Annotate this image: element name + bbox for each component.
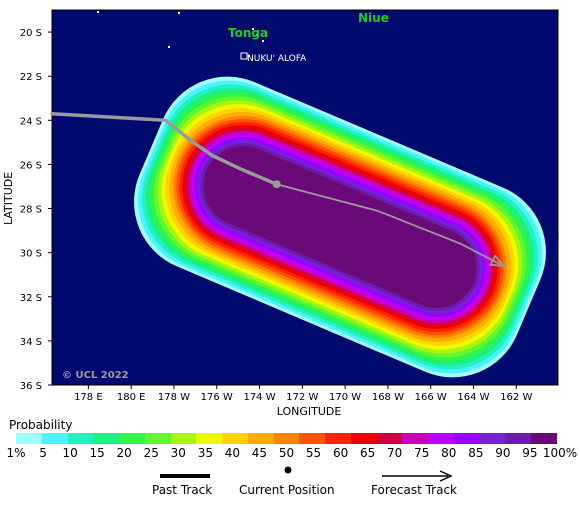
place-label-nukualofa: NUKU' ALOFA [247, 54, 307, 64]
forecast-track-key-label: Forecast Track [371, 483, 457, 497]
lon-tick-label: 166 W [415, 392, 447, 403]
legend-tick-label: 30 [170, 446, 186, 460]
legend-swatch [67, 433, 94, 444]
current-position-key-dot [284, 466, 292, 474]
legend-swatch [170, 433, 197, 444]
legend-swatch [402, 433, 429, 444]
lon-tick-label: 170 W [329, 392, 361, 403]
legend-tick-label: 65 [360, 446, 376, 460]
island-dot [248, 55, 250, 57]
forecast-track-key-arrowhead [439, 470, 453, 482]
legend-tick-label: 40 [224, 446, 241, 460]
island-dot [262, 40, 264, 42]
lon-tick-label: 178 E [74, 392, 103, 403]
capital-marker [240, 52, 248, 60]
legend-tick-label: 75 [414, 446, 430, 460]
track-key [160, 466, 453, 482]
lat-tick-label: 34 S [20, 337, 42, 348]
island-dot [97, 11, 99, 13]
longitude-labels: 178 E 180 E 178 W 176 W 174 W 172 W 170 W 168 W… [74, 385, 532, 403]
legend-tick-label: 1% [6, 446, 26, 460]
past-track-line [50, 111, 279, 187]
legend-swatch [454, 433, 480, 444]
legend-swatch [325, 433, 351, 444]
storm-track [50, 111, 506, 267]
forecast-track-arrowhead [489, 254, 506, 267]
lat-tick-label: 20 S [20, 28, 42, 39]
map-credit: © UCL 2022 [62, 370, 129, 381]
island-dot [256, 34, 258, 36]
lon-tick-label: 172 W [286, 392, 318, 403]
legend-swatch [16, 433, 42, 444]
island-dot [178, 12, 180, 14]
lon-tick-label: 174 W [243, 392, 275, 403]
legend-swatch [299, 433, 326, 444]
legend-tick-label: 80 [441, 446, 457, 460]
forecast-track-line [276, 183, 504, 267]
map-border [51, 9, 559, 386]
current-position-marker [272, 180, 281, 189]
lat-tick-label: 36 S [20, 381, 42, 392]
lat-tick-label: 32 S [20, 293, 42, 304]
island-dot [252, 28, 254, 30]
legend-swatch [350, 433, 377, 444]
legend-swatch [376, 433, 403, 444]
latitude-axis-title: LATITUDE [2, 172, 15, 225]
legend-tick-label: 70 [387, 446, 403, 460]
legend-swatch [531, 433, 558, 444]
islands [97, 11, 264, 57]
lat-tick-label: 30 S [20, 249, 42, 260]
legend-tick-label: 15 [89, 446, 105, 460]
legend-swatch [428, 433, 455, 444]
lat-tick-label: 22 S [20, 72, 42, 83]
legend-tick-label: 10 [62, 446, 78, 460]
legend-swatch [41, 433, 68, 444]
latitude-labels: 20 S 22 S 24 S 26 S 28 S 30 S 32 S 34 S 36 S [20, 28, 52, 392]
legend-swatch [505, 433, 532, 444]
island-dot [168, 46, 170, 48]
legend-tick-label: 50 [278, 446, 295, 460]
legend-tick-label: 5 [39, 446, 47, 460]
legend-swatch [196, 433, 223, 444]
legend-swatch [247, 433, 274, 444]
legend-color-bar [16, 433, 558, 444]
legend-tick-label: 95 [522, 446, 538, 460]
legend-swatch [93, 433, 120, 444]
lon-tick-label: 164 W [457, 392, 489, 403]
past-track-key-label: Past Track [152, 483, 213, 497]
longitude-axis-title: LONGITUDE [277, 405, 342, 418]
legend-tick-label: 55 [305, 446, 322, 460]
place-label-niue: Niue [358, 11, 389, 25]
legend-tick-label: 35 [197, 446, 213, 460]
legend-labels: 1% 5 10 15 20 25 30 35 40 45 50 55 60 65 70 75 80 85 90 95 1… [0, 446, 580, 462]
lon-tick-label: 180 E [117, 392, 146, 403]
lon-tick-label: 176 W [201, 392, 233, 403]
lon-tick-label: 168 W [372, 392, 404, 403]
legend-tick-label: 85 [468, 446, 484, 460]
legend-swatch [273, 433, 300, 444]
legend-tick-label: 60 [332, 446, 349, 460]
probability-band [203, 145, 477, 309]
lon-tick-label: 162 W [500, 392, 532, 403]
lat-tick-label: 24 S [20, 116, 42, 127]
place-label-tonga: Tonga [228, 26, 268, 40]
legend-tick-label: 45 [251, 446, 268, 460]
map-frame [51, 9, 559, 386]
legend-tick-label: 90 [495, 446, 511, 460]
legend-tick-label: 20 [116, 446, 132, 460]
legend-swatch [222, 433, 248, 444]
lat-tick-label: 28 S [20, 205, 42, 216]
legend-title: Probability [9, 418, 73, 432]
legend-swatch [119, 433, 145, 444]
legend-tick-label: 25 [143, 446, 159, 460]
legend-swatch [479, 433, 506, 444]
legend-tick-label: 100% [542, 446, 578, 460]
legend-swatch [144, 433, 171, 444]
current-position-key-label: Current Position [239, 483, 335, 497]
lon-tick-label: 178 W [158, 392, 190, 403]
lat-tick-label: 26 S [20, 160, 42, 171]
probability-map: Tonga NUKU' ALOFA Niue © UCL 2022 20 S 22… [2, 9, 559, 418]
